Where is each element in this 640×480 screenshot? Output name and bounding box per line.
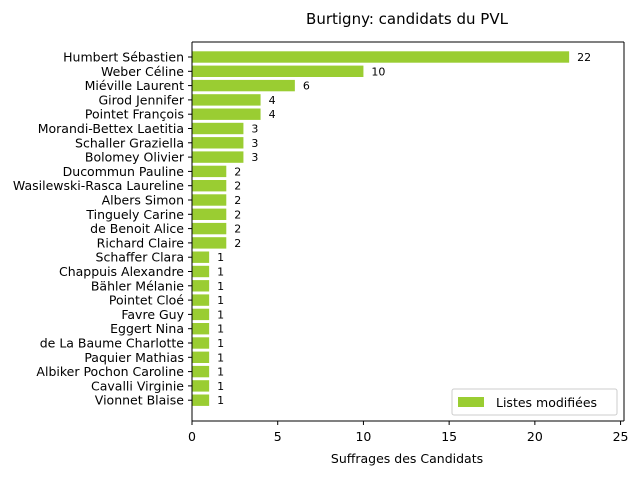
data-label: 4: [269, 94, 276, 107]
data-label: 6: [303, 80, 310, 93]
data-label: 1: [217, 294, 224, 307]
bar: [192, 65, 364, 77]
data-label: 1: [217, 366, 224, 379]
data-label: 1: [217, 251, 224, 264]
data-label: 1: [217, 308, 224, 321]
legend: Listes modifiées: [451, 388, 618, 416]
data-label: 1: [217, 351, 224, 364]
chart-title: Burtigny: candidats du PVL: [306, 10, 509, 28]
data-label: 1: [217, 280, 224, 293]
y-tick-label: Ducommun Pauline: [63, 164, 185, 179]
data-label: 2: [234, 223, 241, 236]
x-ticks: 0 5 10 15 20 25: [188, 421, 629, 444]
x-tick-label: 10: [355, 429, 371, 444]
bar: [192, 251, 210, 263]
y-tick-label: Bolomey Olivier: [85, 150, 185, 165]
bar: [192, 394, 210, 406]
bar: [192, 151, 244, 163]
x-axis-label: Suffrages des Candidats: [331, 451, 483, 466]
y-tick-label: Miéville Laurent: [85, 78, 184, 93]
bar: [192, 323, 210, 335]
y-tick-label: Bähler Mélanie: [91, 278, 184, 293]
bar: [192, 51, 570, 63]
data-label: 10: [371, 65, 385, 78]
y-tick-label: de La Baume Charlotte: [40, 336, 185, 351]
bar: [192, 380, 210, 392]
y-tick-label: Eggert Nina: [110, 321, 184, 336]
y-tick-label: Wasilewski-Rasca Laureline: [13, 178, 184, 193]
data-label: 3: [251, 151, 258, 164]
bar: [192, 308, 210, 321]
data-label: 22: [577, 51, 591, 64]
bar: [192, 108, 261, 120]
y-tick-label: Paquier Mathias: [84, 350, 184, 365]
legend-box: [451, 388, 618, 416]
y-tick-label: Weber Céline: [101, 64, 184, 79]
bar: [192, 208, 227, 220]
y-tick-label: Albers Simon: [102, 193, 184, 208]
data-label: 1: [217, 337, 224, 350]
bar: [192, 137, 244, 149]
y-tick-label: Albiker Pochon Caroline: [36, 364, 184, 379]
bar: [192, 294, 210, 306]
data-label: 2: [234, 208, 241, 221]
data-label: 2: [234, 237, 241, 250]
bar: [192, 265, 210, 278]
bar: [192, 222, 227, 235]
data-label: 2: [234, 165, 241, 178]
bar: [192, 94, 261, 106]
x-tick-label: 5: [274, 429, 282, 444]
data-label: 3: [251, 123, 258, 136]
y-tick-label: Morandi-Bettex Laetitia: [38, 121, 184, 136]
bar: [192, 280, 210, 292]
x-tick-label: 25: [613, 429, 629, 444]
bar: [192, 237, 227, 249]
bar: [192, 337, 210, 349]
bar: [192, 79, 295, 92]
bar: [192, 194, 227, 206]
data-label: 1: [217, 380, 224, 393]
bar: [192, 180, 227, 192]
y-tick-label: Favre Guy: [121, 307, 184, 322]
data-label: 2: [234, 194, 241, 207]
data-label: 2: [234, 180, 241, 193]
x-tick-label: 20: [527, 429, 543, 444]
x-tick-label: 15: [441, 429, 457, 444]
legend-swatch: [458, 397, 484, 407]
data-label: 3: [251, 137, 258, 150]
data-label: 1: [217, 323, 224, 336]
bar: [192, 365, 210, 378]
axes-frame: [191, 41, 625, 422]
legend-label: Listes modifiées: [496, 395, 597, 410]
y-tick-label: Schaffer Clara: [96, 250, 184, 265]
y-tick-label: Chappuis Alexandre: [59, 264, 184, 279]
data-label: 4: [269, 108, 276, 121]
x-tick-label: 0: [188, 429, 196, 444]
bar: [192, 165, 227, 178]
y-tick-label: de Benoit Alice: [90, 221, 184, 236]
y-tick-label: Richard Claire: [97, 235, 185, 250]
bar: [192, 122, 244, 135]
y-tick-label: Pointet Cloé: [109, 293, 184, 308]
y-tick-label: Pointet François: [85, 107, 184, 122]
y-tick-label: Schaller Graziella: [75, 135, 184, 150]
y-tick-label: Humbert Sébastien: [63, 50, 184, 65]
data-label: 1: [217, 266, 224, 279]
bar: [192, 351, 210, 363]
data-label: 1: [217, 394, 224, 407]
y-tick-label: Vionnet Blaise: [95, 393, 185, 408]
y-tick-label: Tinguely Carine: [85, 207, 184, 222]
y-tick-label: Girod Jennifer: [98, 92, 184, 107]
y-tick-label: Cavalli Virginie: [91, 378, 184, 393]
